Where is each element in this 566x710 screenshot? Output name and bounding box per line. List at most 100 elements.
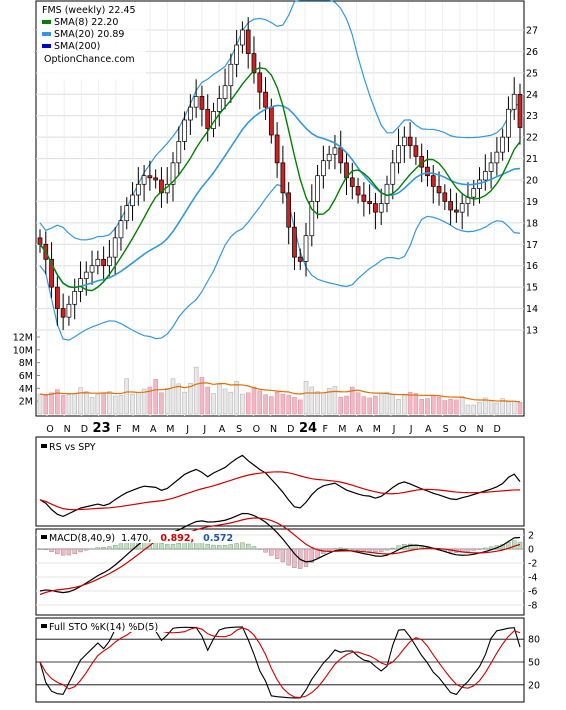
volume-bar [60,395,66,415]
candle-body [280,162,286,194]
candle [482,154,488,191]
candle [373,192,378,230]
macd-histogram-bar [118,543,124,550]
volume-bar [222,388,228,415]
volume-bar [292,397,297,415]
macd-histogram-bar [332,548,338,550]
candle-body [188,106,193,121]
candle [349,162,355,200]
macd-histogram-bar [176,543,181,550]
volume-bar [477,402,482,415]
candle [488,152,494,189]
sto-tick-label: 80 [528,635,540,646]
macd-histogram-bar [101,547,106,550]
volume-bar [500,398,505,415]
candle-body [511,93,517,110]
candle [95,250,101,275]
volume-bar [141,388,147,415]
candle-body [107,256,112,267]
candle [147,160,153,191]
x-tick-label: J [392,424,396,435]
sto-tick-label: 50 [528,658,540,669]
volume-bar [280,393,286,415]
candle [124,197,130,230]
candle-body [361,194,367,202]
candle-body [205,108,211,129]
candle-body [454,209,459,213]
candle-body [222,85,228,99]
candle [378,188,384,225]
volume-bar [263,394,268,415]
candle [430,165,436,204]
candle-body [332,147,338,155]
candle [494,137,500,176]
macd-histogram-bar [407,543,413,550]
candle [326,145,332,170]
candle-body [240,29,245,46]
candle [263,77,268,120]
candle-body [349,177,355,187]
volume-bar [321,392,326,415]
volume-bar [84,391,89,415]
macd-histogram-bar [373,548,378,553]
candle [251,36,257,84]
candle [199,85,205,127]
macd-histogram-bar [338,547,343,550]
candle-body [101,258,106,267]
candle-body [355,186,361,196]
volume-bar [89,397,95,415]
candle-body [396,145,401,164]
candle-body [95,258,101,267]
volume-bar [49,392,54,415]
volume-bar [188,382,193,415]
candle-body [471,188,477,198]
candle-body [130,194,135,207]
candle-body [297,256,303,262]
candle [193,79,199,118]
candle-body [500,136,506,153]
price-tick-label: 18 [526,218,538,229]
price-tick-label: 27 [526,26,538,37]
x-tick-label: A [356,424,363,435]
legend-bg [38,2,146,80]
x-tick-label: N [476,424,483,435]
price-tick-label: 23 [526,111,538,122]
volume-bar [390,394,396,415]
volume-bar [436,397,442,415]
candle [517,83,523,145]
price-tick-label: 16 [526,261,538,272]
volume-bar [234,381,239,415]
volume-bar [332,386,338,415]
volume-bar [396,398,401,415]
candle-body [83,271,89,279]
macd-histogram-bar [367,548,372,552]
candle [170,152,176,202]
macd-legend-bg [38,531,226,543]
macd-histogram-bar [89,548,95,550]
volume-bar [55,389,60,415]
candle [280,145,286,204]
candle-body [413,145,419,157]
x-tick-label: O [46,424,53,435]
candle-body [170,162,176,185]
macd-histogram-bar [222,545,228,550]
macd-histogram-bar [159,543,164,550]
macd-histogram-bar [315,548,320,559]
price-tick-label: 26 [526,47,538,58]
volume-tick-label: 2M [19,397,33,408]
volume-bar [494,402,500,415]
legend-swatch-sma8 [42,20,51,24]
x-tick-label: J [409,424,413,435]
volume-bar [217,384,222,415]
volume-bar [257,390,263,415]
volume-bar [303,381,309,415]
candle [332,135,338,170]
candle-body [251,53,257,74]
legend-label-sma200: SMA(200) [54,41,100,52]
candle-body [430,175,436,187]
macd-histogram-bar [309,548,314,563]
candle [413,137,419,165]
candle [130,182,135,221]
macd-histogram-bar [465,548,471,552]
volume-bar [130,393,135,415]
